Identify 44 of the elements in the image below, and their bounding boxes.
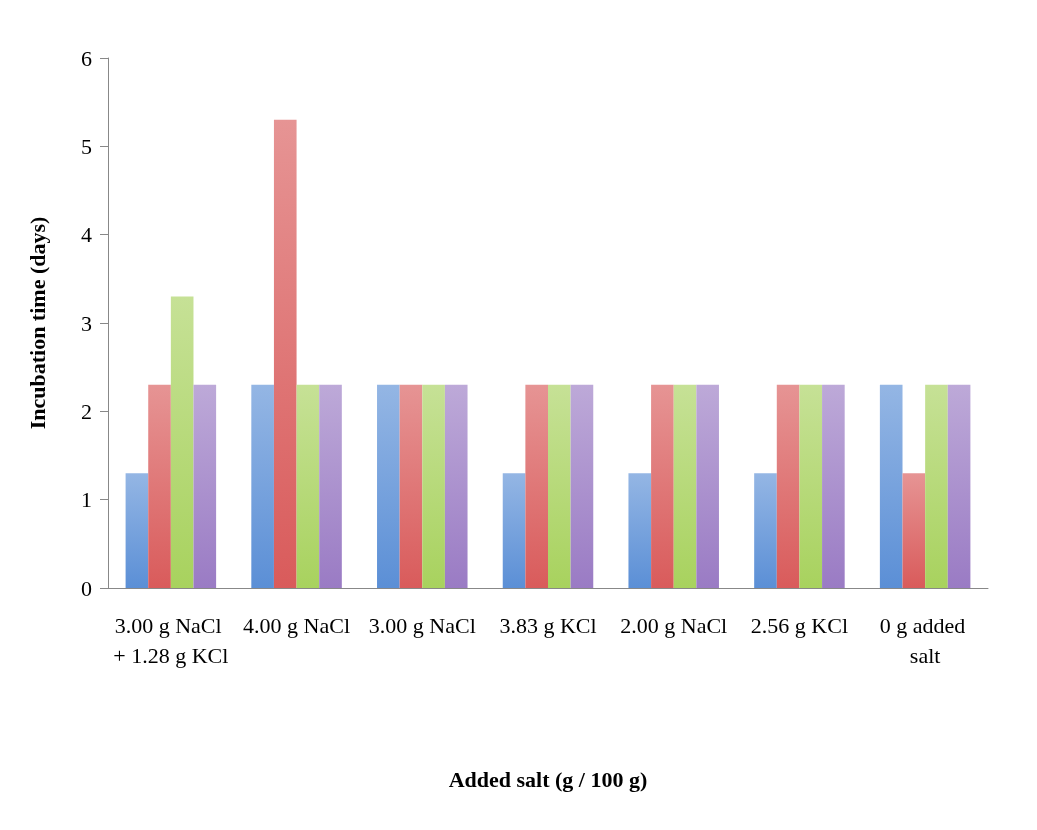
bar: [170, 296, 194, 588]
bar: [902, 473, 926, 588]
bar: [776, 384, 800, 588]
x-tick-label: 4.00 g NaCl: [243, 612, 351, 638]
y-tick-label: 5: [81, 133, 92, 159]
bar: [125, 473, 149, 588]
bar: [273, 119, 297, 588]
bar: [799, 384, 823, 588]
x-tick-label: 3.00 g NaCl: [368, 612, 476, 638]
bar: [525, 384, 548, 588]
bar: [193, 384, 217, 588]
bar: [822, 384, 845, 588]
bar: [444, 384, 468, 588]
y-tick-label: 4: [81, 222, 92, 248]
bar: [377, 384, 400, 588]
y-tick-label: 1: [81, 487, 92, 513]
y-axis-title: Incubation time (days): [24, 216, 50, 430]
bar: [879, 384, 903, 588]
y-tick-label: 2: [81, 398, 92, 424]
x-axis-title: Added salt (g / 100 g): [448, 766, 648, 792]
x-tick-label: 3.00 g NaCl + 1.28 g KCl: [113, 612, 229, 668]
bar: [251, 384, 274, 588]
x-tick-label: 3.83 g KCl: [499, 612, 597, 638]
y-tick-label: 3: [81, 310, 92, 336]
bar: [399, 384, 423, 588]
bar: [570, 384, 594, 588]
bar: [148, 384, 171, 588]
x-tick-label: 0 g added salt: [879, 612, 971, 668]
bar: [548, 384, 571, 588]
bar: [651, 384, 674, 588]
bar: [696, 384, 719, 588]
bar: [754, 473, 777, 588]
x-tick-label: 2.00 g NaCl: [620, 612, 728, 638]
bar: [502, 473, 526, 588]
bar: [947, 384, 971, 588]
bar: [673, 384, 697, 588]
x-tick-label: 2.56 g KCl: [750, 612, 849, 638]
bar: [628, 473, 652, 588]
bar: [422, 384, 445, 588]
bar: [319, 384, 342, 588]
bar: [925, 384, 948, 588]
y-tick-label: 0: [81, 575, 92, 601]
bar: [296, 384, 320, 588]
y-tick-label: 6: [81, 45, 92, 71]
